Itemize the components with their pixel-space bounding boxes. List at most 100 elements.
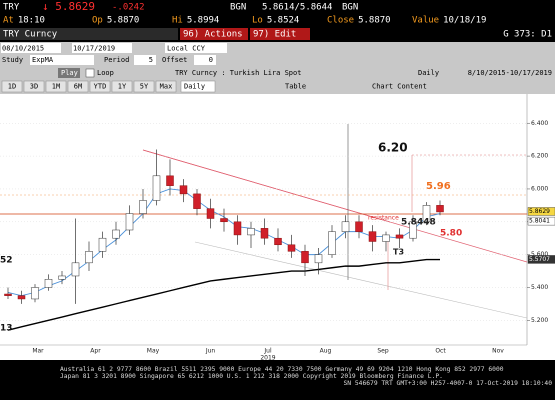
edit-label[interactable]: 97) Edit [253,30,296,40]
loop-checkbox[interactable] [85,68,95,78]
play[interactable]: Play [61,69,78,77]
table-button[interactable]: Table [285,83,306,91]
range-button[interactable] [111,80,133,93]
candle-body [206,208,215,219]
x-year-label: 2019 [260,355,275,362]
start-date-input[interactable] [1,43,61,53]
candle-body [4,293,12,296]
start-date[interactable]: 08/10/2015 [2,45,44,53]
range-label[interactable]: 5Y [140,83,149,91]
bid-ask: 5.8614/5.8644 [262,3,332,13]
page-id: G 373: D1 [503,30,552,40]
study-label: Study [2,56,23,64]
security: TRY Curncy [3,30,58,40]
candle-body [125,213,134,231]
quote-value: 5.8994 [187,16,220,26]
range-label[interactable]: 6M [74,83,82,91]
range-button[interactable] [45,80,67,93]
price-tag [527,207,555,216]
range-label[interactable]: 1M [52,83,60,91]
y-tick-label: 6.200 [531,153,548,160]
quote-label: Lo [252,16,263,26]
x-tick-label: May [147,348,160,355]
play-button[interactable] [58,68,80,78]
period[interactable]: 5 [149,56,153,64]
study[interactable]: ExpMA [32,56,54,64]
candle-body [341,221,350,232]
price-tag-label: 5.8041 [529,218,550,225]
range-label[interactable]: YTD [94,83,107,91]
range-buttons: 1D 3D 1M 6M YTD 1Y 5Y Max [1,80,177,93]
y-tick-label: 5.400 [531,284,548,291]
trend-line [142,149,391,223]
candle-body [17,295,26,300]
footer: Australia 61 2 9777 8600 Brazil 5511 239… [60,366,552,387]
x-tick-label: Jul [263,348,272,355]
period-select-label[interactable]: Daily [184,83,205,91]
candle-body [31,287,39,300]
quote-value: 5.8870 [358,16,391,26]
range-label[interactable]: 3D [30,83,38,91]
annotation: 13 [0,324,13,334]
annotation: 5.96 [426,181,451,192]
candle-body [274,237,282,246]
annotation: T3 [393,248,404,257]
period-select[interactable] [180,80,216,93]
period-input[interactable] [134,55,156,65]
candle-body [368,231,377,242]
study-select[interactable] [30,55,94,65]
candle-body [139,200,147,214]
annotation: resistance [368,215,399,222]
footer-line: Australia 61 2 9777 8600 Brazil 5511 239… [60,366,504,373]
range-button[interactable] [23,80,45,93]
offset[interactable]: 0 [209,56,213,64]
annotation: 6.20 [378,141,408,155]
loop[interactable]: Loop [97,69,114,77]
x-tick-label: Nov [492,348,504,355]
candle-body [395,234,404,239]
last-price: ↓ 5.8629 [42,0,95,13]
source: BGN [230,3,246,13]
edit-button[interactable] [250,28,310,40]
actions-button[interactable] [180,28,248,40]
candle-body [260,228,269,239]
chart-content-button[interactable]: Chart Content [372,83,427,91]
source: BGN [342,3,358,13]
quote-value: 10/18/19 [443,16,486,26]
range-button[interactable] [133,80,155,93]
range-button[interactable] [1,80,23,93]
x-tick-label: Mar [32,348,44,355]
candle-body [112,229,120,239]
candle-body [382,234,390,242]
candle-body [287,244,296,252]
offset-input[interactable] [194,55,216,65]
actions-label[interactable]: 96) Actions [183,30,243,40]
end-date-input[interactable] [72,43,132,53]
quote-value: 5.8870 [107,16,140,26]
plot: 5.2005.4005.6005.8006.0006.2006.400MarAp… [0,120,555,362]
annotation: 5.80 [440,229,462,239]
currency-select[interactable] [165,43,227,53]
range-label[interactable]: 1D [8,83,16,91]
range-label[interactable]: 1Y [118,83,127,91]
candle-body [422,205,431,223]
quote-value: 18:10 [18,16,45,26]
currency[interactable]: Local CCY [167,45,206,53]
range-button[interactable] [155,80,177,93]
range-button[interactable] [67,80,89,93]
candle-body [166,175,174,186]
frequency: Daily [418,69,439,77]
quote-label: Hi [172,16,183,26]
range-label[interactable]: Max [160,83,173,91]
quote-value: 5.8524 [267,16,300,26]
quote-label: Close [327,16,354,26]
candle-body [233,221,242,236]
price-tag-label: 5.5707 [529,256,550,263]
chart-title: TRY Curncy : Turkish Lira Spot [175,69,301,77]
candle-body [409,221,417,239]
end-date[interactable]: 10/17/2019 [73,45,115,53]
candle-body [220,218,228,223]
range-button[interactable] [89,80,111,93]
candle-body [355,221,363,232]
